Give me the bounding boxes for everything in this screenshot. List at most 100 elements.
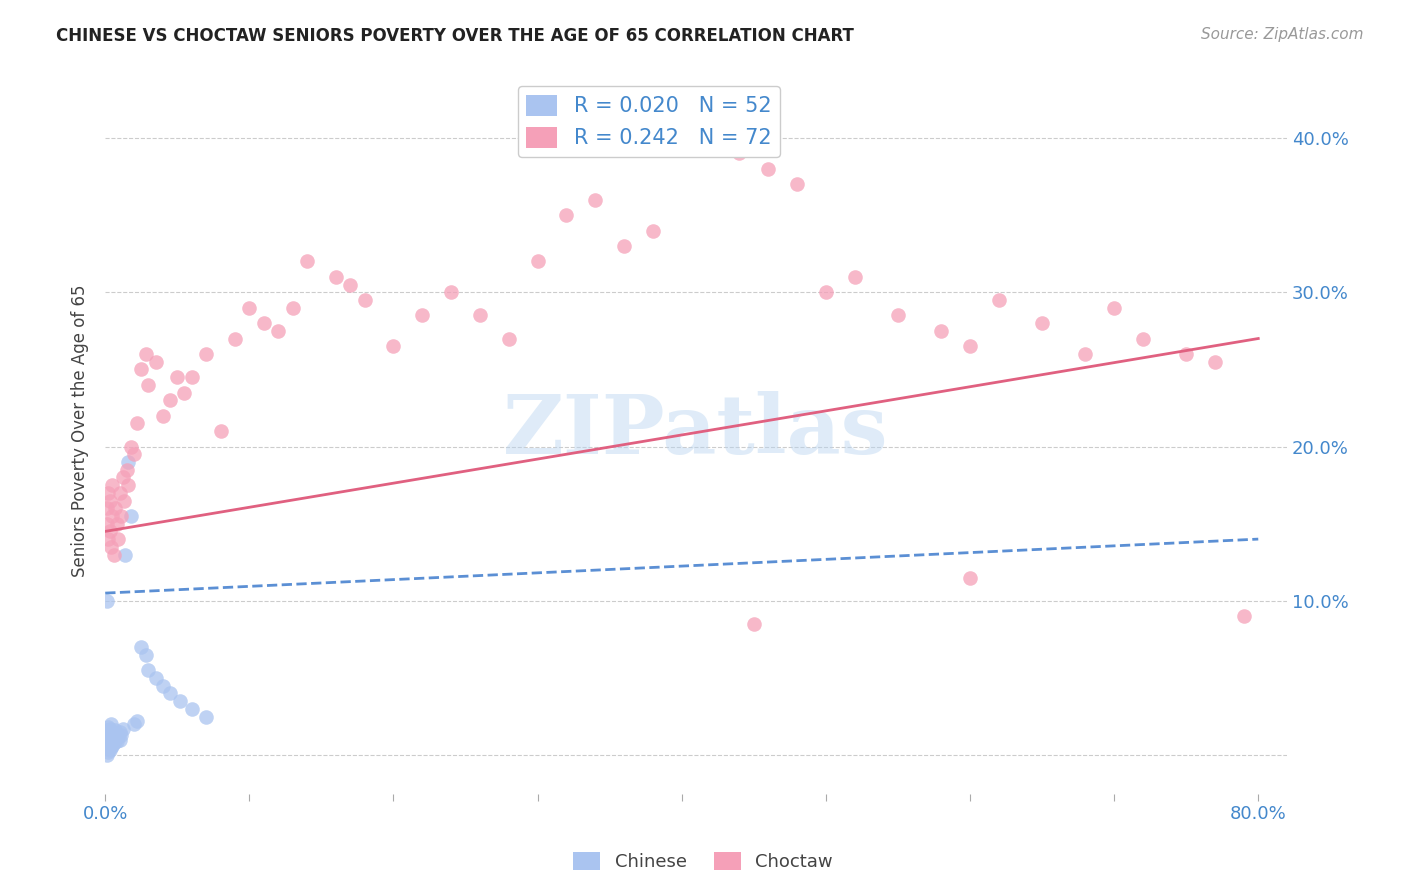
Point (97, 532, 120, 546)
Point (98, 737, 121, 751)
Point (1102, 301, 1125, 315)
Point (97, 731, 120, 746)
Point (959, 571, 981, 585)
Point (101, 478, 124, 492)
Point (173, 385, 195, 400)
Point (104, 732, 127, 747)
Point (959, 339, 981, 353)
Point (100, 540, 122, 554)
Point (114, 548, 136, 562)
Point (96, 723, 118, 738)
Point (111, 470, 134, 484)
Point (103, 728, 125, 742)
Point (1132, 332, 1154, 346)
Point (295, 254, 318, 268)
Point (135, 648, 157, 662)
Point (1204, 354, 1226, 368)
Point (125, 714, 148, 728)
Point (120, 508, 142, 523)
Text: Source: ZipAtlas.com: Source: ZipAtlas.com (1201, 27, 1364, 42)
Point (887, 309, 910, 323)
Point (97, 734, 120, 748)
Point (129, 362, 152, 376)
Point (97, 739, 120, 753)
Point (339, 277, 361, 292)
Point (382, 339, 405, 353)
Point (468, 309, 491, 323)
Point (1233, 609, 1256, 624)
Point (224, 332, 246, 346)
Point (98, 493, 121, 508)
Point (987, 293, 1010, 307)
Point (844, 269, 866, 284)
Point (138, 377, 160, 392)
Point (353, 293, 375, 307)
Point (195, 709, 218, 723)
Point (105, 726, 128, 740)
Point (281, 301, 304, 315)
Point (104, 723, 127, 738)
Point (138, 663, 160, 677)
Point (756, 161, 779, 176)
Legend: Chinese, Choctaw: Chinese, Choctaw (565, 845, 841, 879)
Point (613, 239, 636, 253)
Point (98, 728, 121, 742)
Point (108, 725, 131, 739)
Y-axis label: Seniors Poverty Over the Age of 65: Seniors Poverty Over the Age of 65 (72, 285, 89, 577)
Point (786, 178, 808, 192)
Point (96, 736, 118, 750)
Point (101, 731, 124, 746)
Point (929, 324, 952, 338)
Point (180, 702, 202, 716)
Point (100, 740, 122, 755)
Point (159, 686, 181, 700)
Point (498, 332, 520, 346)
Point (152, 679, 174, 693)
Point (325, 269, 347, 284)
Point (115, 463, 138, 477)
Point (122, 447, 145, 461)
Point (728, 146, 751, 161)
Point (159, 393, 181, 408)
Point (180, 370, 202, 384)
Point (125, 417, 148, 431)
Point (209, 424, 232, 438)
Point (97, 728, 120, 742)
Text: ZIPatlas: ZIPatlas (503, 391, 889, 471)
Point (166, 370, 188, 384)
Point (110, 728, 132, 742)
Point (169, 694, 191, 708)
Point (100, 717, 122, 731)
Point (145, 354, 167, 368)
Point (97, 745, 120, 759)
Point (641, 223, 664, 237)
Point (814, 285, 837, 300)
Point (100, 734, 122, 748)
Legend: R = 0.020   N = 52, R = 0.242   N = 72: R = 0.020 N = 52, R = 0.242 N = 72 (517, 87, 780, 157)
Point (97, 485, 120, 500)
Point (97, 720, 120, 734)
Point (135, 347, 157, 361)
Point (111, 722, 134, 736)
Point (238, 301, 260, 315)
Point (253, 316, 276, 330)
Point (96, 594, 118, 608)
Point (1074, 347, 1097, 361)
Point (195, 347, 218, 361)
Point (104, 501, 127, 516)
Text: CHINESE VS CHOCTAW SENIORS POVERTY OVER THE AGE OF 65 CORRELATION CHART: CHINESE VS CHOCTAW SENIORS POVERTY OVER … (56, 27, 853, 45)
Point (117, 455, 139, 469)
Point (96, 740, 118, 755)
Point (108, 732, 131, 747)
Point (1031, 316, 1053, 330)
Point (120, 440, 142, 454)
Point (98, 524, 121, 539)
Point (101, 725, 124, 739)
Point (96, 730, 118, 744)
Point (98, 743, 121, 757)
Point (112, 493, 135, 508)
Point (117, 478, 139, 492)
Point (1175, 347, 1198, 361)
Point (103, 736, 125, 750)
Point (699, 100, 721, 114)
